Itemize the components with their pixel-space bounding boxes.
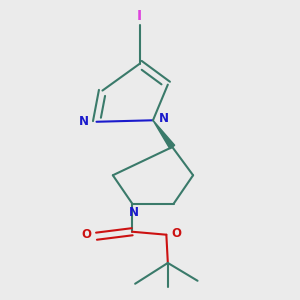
Text: N: N	[79, 115, 89, 128]
Text: O: O	[81, 228, 91, 241]
Text: N: N	[129, 206, 139, 219]
Text: O: O	[172, 227, 182, 240]
Polygon shape	[153, 120, 175, 149]
Text: N: N	[159, 112, 169, 125]
Text: I: I	[137, 9, 142, 23]
